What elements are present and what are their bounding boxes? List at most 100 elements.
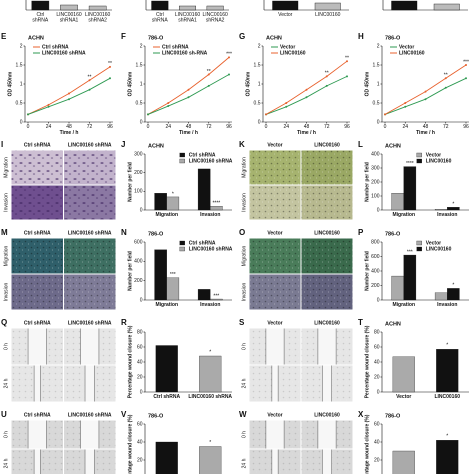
- row-label: Invasion: [3, 282, 9, 301]
- x-tick-label: 48: [304, 124, 310, 130]
- data-point: [325, 75, 328, 78]
- panel-letter: W: [239, 410, 247, 419]
- y-axis-label: Number per field: [364, 251, 370, 291]
- y-tick-label: 0.5: [373, 100, 380, 106]
- bar: [154, 193, 167, 211]
- y-tick-label: 200: [134, 278, 143, 284]
- x-tick-label: 96: [107, 124, 113, 130]
- y-tick-label: 1.5: [254, 62, 261, 68]
- y-tick-label: 0: [140, 389, 143, 395]
- y-axis-label: Number per field: [127, 162, 133, 202]
- chart-title: 786-O: [148, 35, 164, 41]
- y-tick-label: 1: [20, 81, 23, 87]
- x-tick-label: LINC00160 shRNA: [188, 394, 232, 400]
- y-tick-label: 40: [374, 439, 380, 445]
- legend-swatch: [416, 246, 422, 252]
- legend-swatch: [416, 152, 422, 158]
- panel-letter: S: [239, 318, 245, 327]
- y-tick-label: 1: [377, 81, 380, 87]
- data-point: [384, 113, 386, 116]
- data-point: [187, 88, 190, 91]
- panel-letter: X: [358, 410, 364, 419]
- y-tick-label: 40: [137, 359, 143, 365]
- y-tick-label: 400: [134, 259, 143, 265]
- x-axis-label: Time / h: [416, 130, 435, 136]
- y-tick-label: 600: [371, 254, 380, 260]
- y-tick-label: 2: [20, 43, 23, 49]
- legend-label: Ctrl shRNA: [189, 240, 216, 246]
- legend-label: LINC00160: [426, 246, 452, 252]
- x-tick-label: 72: [87, 124, 93, 130]
- chart-title: 786-O: [148, 231, 164, 237]
- micrograph-texture: [301, 274, 353, 310]
- x-tick-label: 96: [463, 124, 469, 130]
- significance: *: [452, 202, 454, 208]
- wound-gap: [322, 449, 332, 474]
- y-tick-label: 20: [137, 457, 143, 463]
- micrograph-texture: [249, 185, 301, 220]
- x-tick-label: Ctrl shRNA: [152, 12, 169, 24]
- panel-letter: F: [121, 32, 126, 41]
- row-label: 24 h: [3, 378, 9, 388]
- x-tick-label: Ctrl shRNA: [32, 12, 49, 24]
- y-tick-label: 200: [134, 170, 143, 176]
- row-label: 0 h: [241, 431, 247, 438]
- legend-label: LINC00160: [399, 50, 425, 56]
- column-label: LINC00160 shRNA: [68, 412, 112, 418]
- column-label: Ctrl shRNA: [24, 320, 51, 326]
- x-tick-label: LINC00160 shRNA2: [85, 12, 111, 24]
- wound-gap: [34, 365, 41, 402]
- chart-title: 786-O: [148, 413, 164, 419]
- significance: **: [444, 73, 448, 79]
- legend-label: LINC00160 shRNA: [189, 158, 233, 164]
- data-point: [47, 103, 50, 106]
- wound-gap: [265, 420, 285, 449]
- significance: ***: [170, 272, 176, 278]
- y-tick-label: 2: [258, 43, 261, 49]
- bar: [199, 355, 222, 393]
- column-label: Vector: [267, 320, 282, 326]
- cropped-bar: [206, 5, 224, 11]
- x-tick-label: LINC00160 shRNA1: [56, 12, 82, 24]
- y-tick-label: 80: [374, 329, 380, 335]
- row-label: Invasion: [3, 193, 9, 212]
- legend-label: LINC00160: [426, 158, 452, 164]
- micrograph-texture: [11, 274, 63, 310]
- bar: [436, 440, 459, 474]
- cropped-bar: [391, 0, 418, 11]
- data-point: [88, 88, 91, 91]
- legend-label: Ctrl shRNA: [162, 44, 189, 50]
- x-tick-label: Invasion: [200, 212, 220, 218]
- y-tick-label: 0: [20, 119, 23, 125]
- x-tick-label: 96: [344, 124, 350, 130]
- wound-gap: [28, 420, 47, 449]
- significance: **: [345, 56, 349, 62]
- y-axis-label: Percentage wound closure (%): [127, 325, 133, 398]
- row-label: 0 h: [241, 343, 247, 350]
- significance: *: [209, 440, 211, 446]
- legend-label: LINC00160 sh-RNA: [162, 50, 208, 56]
- y-axis-label: Number per field: [127, 251, 133, 291]
- y-tick-label: 1: [258, 81, 261, 87]
- data-point: [305, 96, 308, 99]
- column-label: Vector: [267, 230, 282, 236]
- y-axis-label: Percentage wound closure (%): [364, 414, 370, 474]
- y-tick-label: 1: [140, 81, 143, 87]
- micrograph-texture: [64, 274, 116, 310]
- legend-label: Vector: [399, 44, 414, 50]
- row-label: Migration: [3, 157, 9, 178]
- x-tick-label: LINC00160: [315, 12, 341, 18]
- micrograph-texture: [11, 150, 63, 185]
- y-tick-label: 100: [134, 189, 143, 195]
- y-tick-label: 20: [374, 374, 380, 380]
- panel-letter: V: [121, 410, 127, 419]
- y-tick-label: 300: [371, 165, 380, 171]
- data-point: [285, 102, 288, 104]
- y-tick-label: 600: [134, 239, 143, 245]
- x-tick-label: 72: [206, 124, 212, 130]
- panel-letter: L: [358, 140, 363, 149]
- column-label: LINC00160: [314, 230, 340, 236]
- y-tick-label: 20: [137, 374, 143, 380]
- y-tick-label: 20: [374, 457, 380, 463]
- data-point: [404, 105, 407, 108]
